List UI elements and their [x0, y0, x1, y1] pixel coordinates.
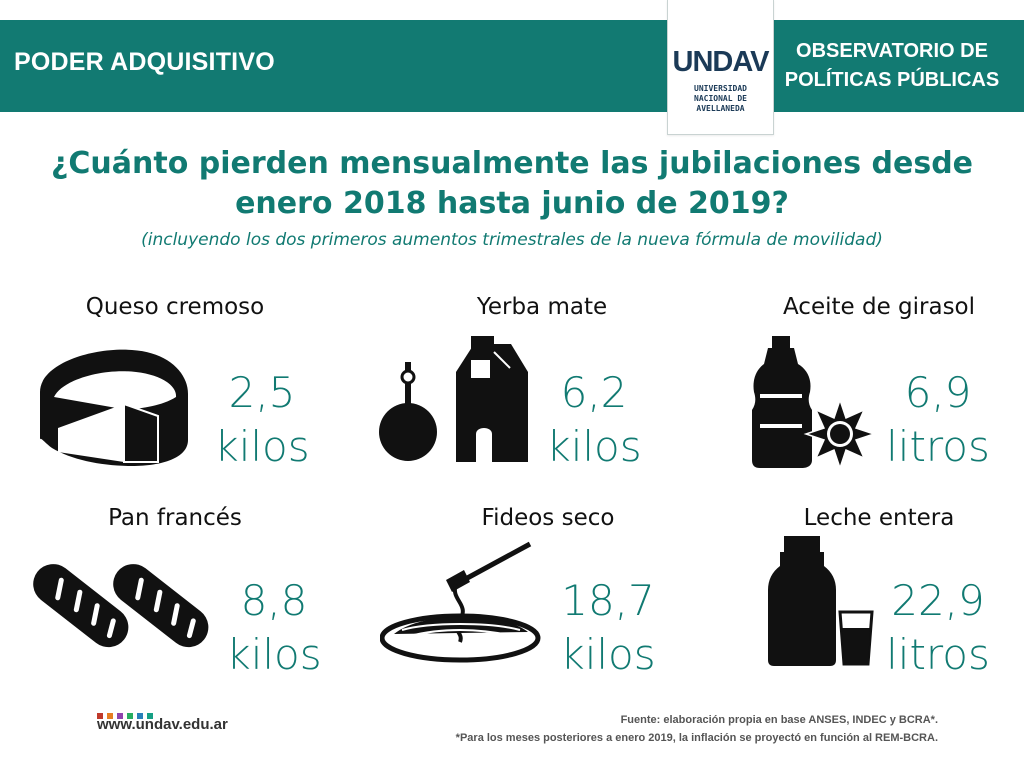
logo-subtitle-line1: UNIVERSIDAD — [694, 84, 747, 93]
amount-value-aceite: 6,9 — [904, 368, 972, 417]
amount-value-yerba: 6,2 — [560, 368, 628, 417]
bread-icon — [33, 564, 209, 648]
oil-bottle-icon — [752, 336, 877, 470]
amount-unit-yerba: kilos — [546, 422, 642, 471]
item-label-leche: Leche entera — [803, 505, 955, 531]
observatory-title-line2: POLÍTICAS PÚBLICAS — [784, 69, 1000, 91]
spaghetti-icon — [380, 541, 541, 663]
brand-dot — [97, 713, 103, 719]
observatory-title-line1: OBSERVATORIO DE — [796, 40, 988, 62]
brand-dot — [137, 713, 143, 719]
amount-unit-aceite: litros — [886, 422, 990, 471]
milk-icon — [768, 536, 874, 666]
amount-unit-pan: kilos — [226, 630, 322, 679]
yerba-mate-icon — [379, 336, 528, 462]
source-note: Fuente: elaboración propia en base ANSES… — [456, 711, 938, 747]
item-label-yerba: Yerba mate — [476, 294, 608, 320]
source-line1: Fuente: elaboración propia en base ANSES… — [620, 714, 938, 726]
item-label-aceite: Aceite de girasol — [782, 294, 976, 320]
brand-dot — [107, 713, 113, 719]
header-band — [0, 20, 1024, 112]
section-title: PODER ADQUISITIVO — [14, 48, 275, 76]
brand-dots — [97, 704, 157, 723]
amount-fideos: 18,7 kilos — [528, 574, 688, 682]
brand-dot — [127, 713, 133, 719]
amount-aceite: 6,9 litros — [858, 366, 1018, 474]
logo-subtitle-line2: NACIONAL DE — [694, 94, 747, 103]
amount-pan: 8,8 kilos — [194, 574, 354, 682]
amount-value-queso: 2,5 — [228, 368, 296, 417]
amount-yerba: 6,2 kilos — [514, 366, 674, 474]
brand-dot — [147, 713, 153, 719]
item-label-queso: Queso cremoso — [85, 294, 265, 320]
page-subtitle: (incluyendo los dos primeros aumentos tr… — [141, 230, 883, 250]
amount-unit-queso: kilos — [214, 422, 310, 471]
amount-unit-fideos: kilos — [560, 630, 656, 679]
page-title-line1: ¿Cuánto pierden mensualmente las jubilac… — [50, 146, 974, 181]
source-line2: *Para los meses posteriores a enero 2019… — [455, 732, 938, 744]
amount-value-fideos: 18,7 — [561, 576, 655, 625]
website-link[interactable]: www.undav.edu.ar — [97, 716, 228, 733]
amount-queso: 2,5 kilos — [182, 366, 342, 474]
item-label-fideos: Fideos seco — [481, 505, 615, 531]
page-title-line2: enero 2018 hasta junio de 2019? — [235, 186, 789, 221]
brand-dot — [117, 713, 123, 719]
amount-value-leche: 22,9 — [891, 576, 985, 625]
page-title: ¿Cuánto pierden mensualmente las jubilac… — [20, 144, 1004, 224]
observatory-title: OBSERVATORIO DE POLÍTICAS PÚBLICAS — [772, 37, 1012, 95]
logo-wordmark: UNDAV — [672, 46, 770, 78]
amount-leche: 22,9 litros — [858, 574, 1018, 682]
logo-subtitle: UNIVERSIDAD NACIONAL DE AVELLANEDA — [668, 84, 773, 114]
cheese-icon — [40, 349, 188, 466]
undav-logo[interactable]: UNDAV UNIVERSIDAD NACIONAL DE AVELLANEDA — [667, 0, 774, 135]
item-label-pan: Pan francés — [108, 505, 242, 531]
amount-unit-leche: litros — [886, 630, 990, 679]
logo-subtitle-line3: AVELLANEDA — [696, 104, 745, 113]
amount-value-pan: 8,8 — [240, 576, 308, 625]
